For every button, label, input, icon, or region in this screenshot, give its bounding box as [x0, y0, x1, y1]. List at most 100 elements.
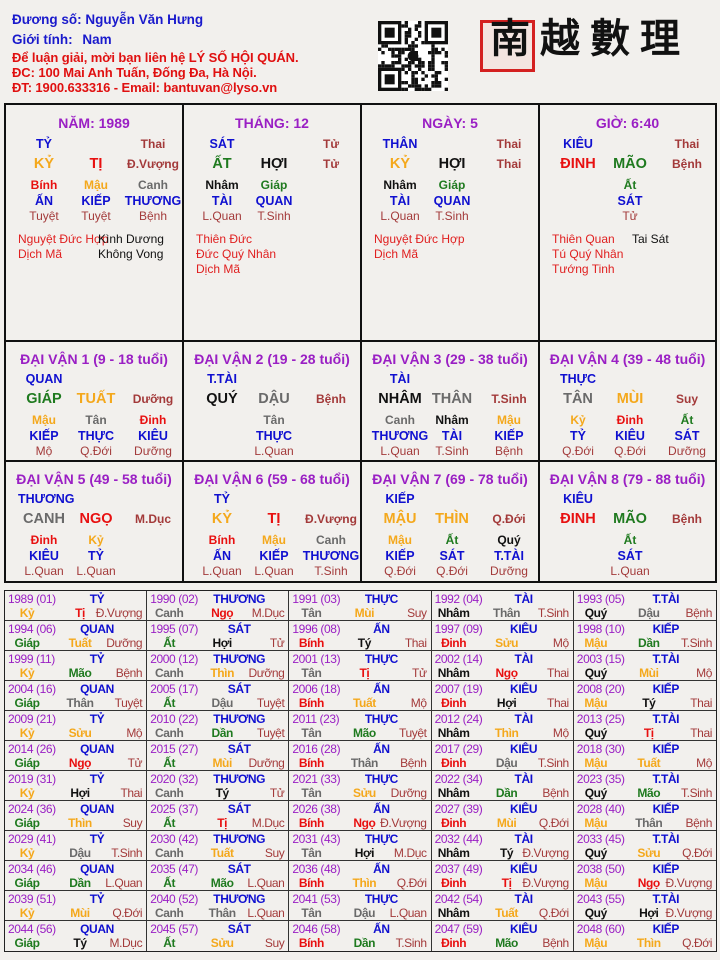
hidden-stem-group: Mậu KIẾP L.Quan	[248, 533, 300, 579]
annual-cell[interactable]: 2003 (15) T.TÀI Quý Mùi Mộ	[573, 651, 716, 681]
year-life-stage: Suy	[407, 606, 427, 620]
special-star: Kình Dương	[98, 232, 164, 246]
annual-cell[interactable]: 2039 (51) TỶ Kỷ Mùi Q.Đới	[5, 891, 148, 921]
year-life-stage: Tử	[269, 636, 285, 650]
annual-cell[interactable]: 2006 (18) ẤN Bính Tuất Mộ	[289, 681, 432, 711]
annual-cell[interactable]: 2005 (17) SÁT Ất Dậu Tuyệt	[147, 681, 290, 711]
annual-cell[interactable]: 2007 (19) KIÊU Đinh Hợi Thai	[431, 681, 574, 711]
year-ten-god: THƯƠNG	[213, 832, 266, 846]
annual-cell[interactable]: 2027 (39) KIÊU Đinh Mùi Q.Đới	[431, 801, 574, 831]
stem-branch-row: GIÁP TUẤT Dưỡng	[18, 391, 184, 407]
annual-cell[interactable]: 2001 (13) THỰC Tân Tị Tử	[289, 651, 432, 681]
annual-cell[interactable]: 2004 (16) QUAN Giáp Thân Tuyệt	[5, 681, 148, 711]
year-branch: Mùi	[496, 816, 517, 830]
annual-cell[interactable]: 2018 (30) KIẾP Mậu Tuất Mộ	[573, 741, 716, 771]
annual-cell[interactable]: 1990 (02) THƯƠNG Canh Ngọ M.Dục	[147, 591, 290, 621]
annual-cell[interactable]: 2033 (45) T.TÀI Quý Sửu Q.Đới	[573, 831, 716, 861]
annual-cell[interactable]: 1995 (07) SÁT Ất Hợi Tử	[147, 621, 290, 651]
annual-cell[interactable]: 1993 (05) T.TÀI Quý Dậu Bệnh	[573, 591, 716, 621]
annual-cell[interactable]: 2046 (58) ẤN Bính Dần T.Sinh	[289, 921, 432, 951]
year-label: 2039 (51)	[8, 892, 56, 906]
year-label: 2043 (55)	[576, 892, 625, 906]
annual-cell[interactable]: 2010 (22) THƯƠNG Canh Dần Tuyệt	[147, 711, 290, 741]
annual-cell[interactable]: 2020 (32) THƯƠNG Canh Tý Tử	[147, 771, 290, 801]
year-branch: Thân	[66, 696, 94, 710]
annual-cell[interactable]: 2037 (49) KIÊU Đinh Tị Đ.Vượng	[431, 861, 574, 891]
year-branch: Dần	[353, 936, 376, 950]
annual-cell[interactable]: 2043 (55) T.TÀI Quý Hợi Đ.Vượng	[573, 891, 716, 921]
dai-van-cell: ĐẠI VẬN 4 (39 - 48 tuổi) THỰC TÂN MÙI Suy Kỷ T…	[540, 342, 715, 462]
annual-cell[interactable]: 2015 (27) SÁT Ất Mùi Dưỡng	[147, 741, 290, 771]
annual-cell[interactable]: 2012 (24) TÀI Nhâm Thìn Mộ	[431, 711, 574, 741]
special-star: Thiên Đức	[196, 232, 253, 246]
annual-cell[interactable]: 2031 (43) THỰC Tân Hợi M.Dục	[289, 831, 432, 861]
annual-cell[interactable]: 1994 (06) QUAN Giáp Tuất Dưỡng	[5, 621, 148, 651]
annual-cell[interactable]: 2028 (40) KIẾP Mậu Thân Bệnh	[573, 801, 716, 831]
year-stem: Nhâm	[437, 846, 470, 860]
hidden-stem-group: Tân THỰC L.Quan	[248, 413, 300, 459]
heavenly-stem: KỶ	[211, 511, 233, 527]
year-life-stage: Bệnh	[400, 756, 427, 770]
hidden-stem: Nhâm	[435, 413, 469, 427]
year-life-stage: Dưỡng	[106, 636, 143, 650]
year-ten-god: THỰC	[364, 712, 398, 726]
annual-cell[interactable]: 1992 (04) TÀI Nhâm Thân T.Sinh	[431, 591, 574, 621]
year-life-stage: Q.Đới	[112, 906, 143, 920]
annual-cell[interactable]: 1999 (11) TỶ Kỷ Mão Bệnh	[5, 651, 148, 681]
annual-cell[interactable]: 2036 (48) ẤN Bính Thìn Q.Đới	[289, 861, 432, 891]
annual-cell[interactable]: 2038 (50) KIẾP Mậu Ngọ Đ.Vượng	[573, 861, 716, 891]
annual-cell[interactable]: 2030 (42) THƯƠNG Canh Tuất Suy	[147, 831, 290, 861]
annual-cell[interactable]: 2044 (56) QUAN Giáp Tý M.Dục	[5, 921, 148, 951]
hidden-stem-group: Mậu KIẾP Mộ	[18, 413, 70, 459]
hidden-stems-row: Ất SÁT Tử	[552, 178, 718, 224]
annual-cell[interactable]: 2016 (28) ẤN Bính Thân Bệnh	[289, 741, 432, 771]
annual-cell[interactable]: 2045 (57) SÁT Ất Sửu Suy	[147, 921, 290, 951]
annual-cell[interactable]: 2048 (60) KIẾP Mậu Thìn Q.Đới	[574, 921, 716, 951]
annual-cell[interactable]: 2002 (14) TÀI Nhâm Ngọ Thai	[431, 651, 574, 681]
year-ten-god: TỶ	[89, 892, 105, 906]
annual-cell[interactable]: 2019 (31) TỶ Kỷ Hợi Thai	[5, 771, 148, 801]
annual-cell[interactable]: 2011 (23) THỰC Tân Mão Tuyệt	[289, 711, 432, 741]
earthly-branch: TỊ	[89, 156, 103, 172]
hidden-stem-group: Mậu KIẾP Tuyệt	[70, 178, 122, 224]
year-life-stage: Mộ	[126, 726, 143, 740]
annual-cell[interactable]: 2024 (36) QUAN Giáp Thìn Suy	[5, 801, 148, 831]
annual-cell[interactable]: 2000 (12) THƯƠNG Canh Thìn Dưỡng	[147, 651, 290, 681]
year-stem: Bính	[298, 876, 324, 890]
ten-god-star: THỰC	[559, 372, 597, 386]
year-ten-god: T.TÀI	[652, 832, 680, 846]
annual-cell[interactable]: 2034 (46) QUAN Giáp Dần L.Quan	[5, 861, 148, 891]
annual-cell[interactable]: 2021 (33) THỰC Tân Sửu Dưỡng	[289, 771, 432, 801]
annual-cell[interactable]: 1997 (09) KIÊU Đinh Sửu Mộ	[431, 621, 574, 651]
annual-cell[interactable]: 2041 (53) THỰC Tân Dậu L.Quan	[289, 891, 432, 921]
annual-cell[interactable]: 2017 (29) KIÊU Đinh Dậu T.Sinh	[431, 741, 574, 771]
annual-cell[interactable]: 2029 (41) TỶ Kỷ Dậu T.Sinh	[5, 831, 148, 861]
annual-cell[interactable]: 2025 (37) SÁT Ất Tị M.Dục	[147, 801, 290, 831]
annual-cell[interactable]: 1989 (01) TỶ Kỷ Tị Đ.Vượng	[5, 591, 148, 621]
year-branch: Thìn	[636, 936, 661, 950]
dai-van-title: ĐẠI VẬN 5 (49 - 58 tuổi)	[16, 471, 172, 487]
annual-cell[interactable]: 1991 (03) THỰC Tân Mùi Suy	[289, 591, 432, 621]
hidden-stem: Ất	[623, 178, 637, 192]
hidden-life-stage: T.Sinh	[314, 564, 348, 578]
annual-cell[interactable]: 2042 (54) TÀI Nhâm Tuất Q.Đới	[431, 891, 574, 921]
annual-cell[interactable]: 2022 (34) TÀI Nhâm Dần Bệnh	[431, 771, 574, 801]
annual-cell[interactable]: 2013 (25) T.TÀI Quý Tị Thai	[573, 711, 716, 741]
annual-cell[interactable]: 2032 (44) TÀI Nhâm Tý Đ.Vượng	[431, 831, 574, 861]
annual-cell[interactable]: 2040 (52) THƯƠNG Canh Thân L.Quan	[147, 891, 290, 921]
annual-cell[interactable]: 2014 (26) QUAN Giáp Ngọ Tử	[5, 741, 148, 771]
annual-cell[interactable]: 2008 (20) KIẾP Mậu Tý Thai	[573, 681, 716, 711]
hidden-ten-god: KIÊU	[138, 429, 168, 443]
ten-god-star: QUAN	[25, 372, 63, 386]
annual-cell[interactable]: 2026 (38) ẤN Bính Ngọ Đ.Vượng	[289, 801, 432, 831]
annual-cell[interactable]: 2047 (59) KIÊU Đinh Mão Bệnh	[432, 921, 574, 951]
annual-cell[interactable]: 2035 (47) SÁT Ất Mão L.Quan	[147, 861, 290, 891]
qr-code-icon[interactable]	[378, 20, 448, 92]
annual-cell[interactable]: 2009 (21) TỶ Kỷ Sửu Mộ	[5, 711, 148, 741]
gender-label: Giới tính:	[12, 32, 73, 47]
annual-cell[interactable]: 1998 (10) KIẾP Mậu Dần T.Sinh	[573, 621, 716, 651]
year-ten-god: THƯƠNG	[213, 712, 266, 726]
year-ten-god: KIẾP	[652, 922, 680, 936]
annual-cell[interactable]: 1996 (08) ẤN Bính Tý Thai	[289, 621, 432, 651]
annual-cell[interactable]: 2023 (35) T.TÀI Quý Mão T.Sinh	[573, 771, 716, 801]
